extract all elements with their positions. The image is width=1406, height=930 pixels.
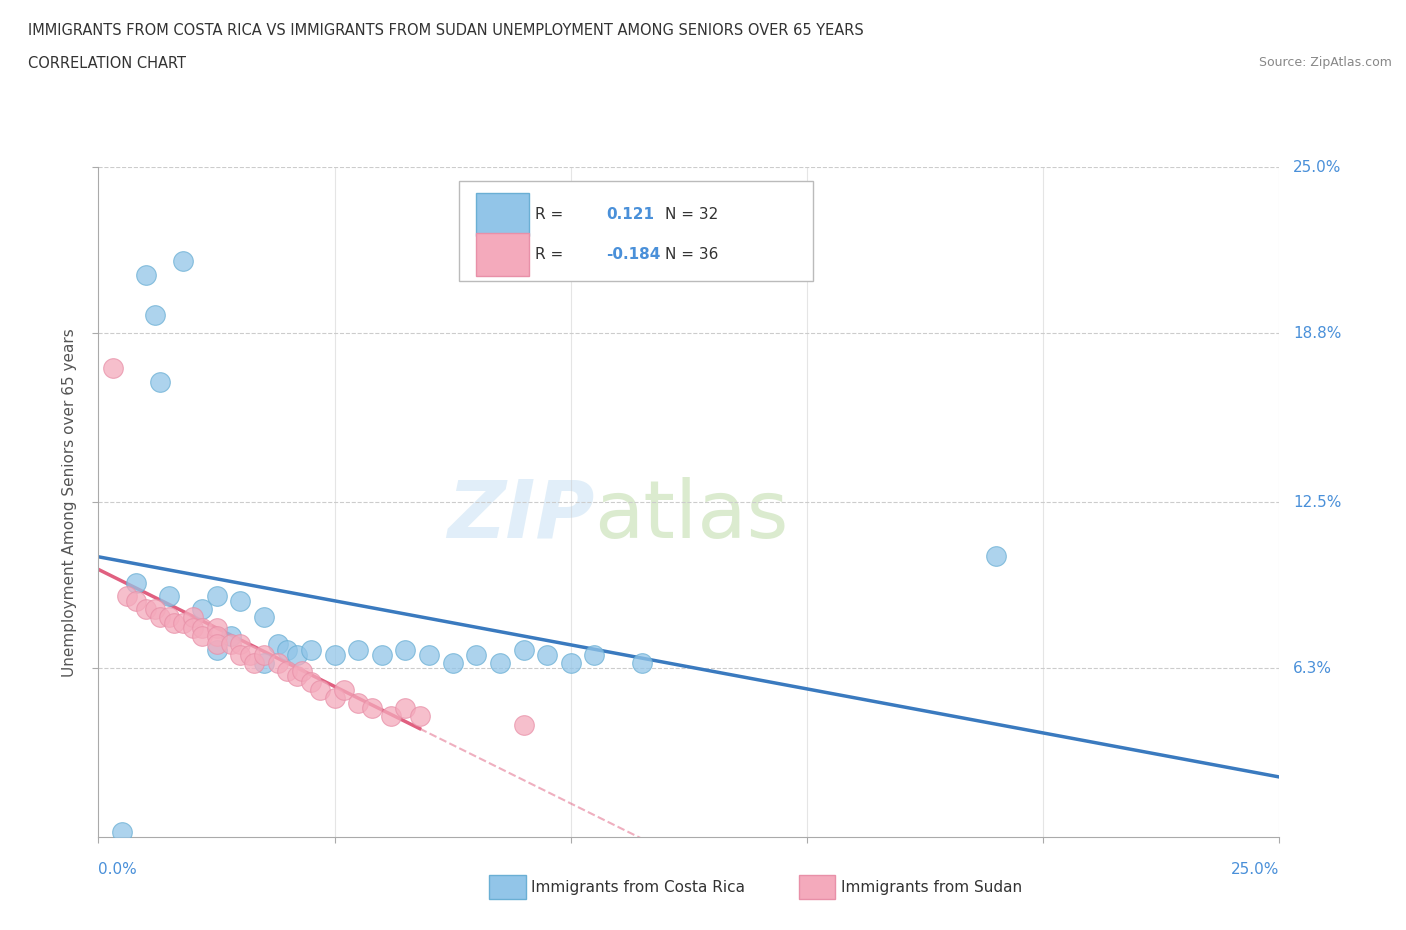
Point <box>536 647 558 662</box>
Point <box>253 610 276 625</box>
Text: CORRELATION CHART: CORRELATION CHART <box>28 56 186 71</box>
Text: 12.5%: 12.5% <box>1294 495 1341 510</box>
Text: 18.8%: 18.8% <box>1294 326 1341 341</box>
Point <box>229 647 252 662</box>
Point <box>347 696 370 711</box>
Text: R =: R = <box>536 247 568 262</box>
Point <box>149 374 172 389</box>
Point <box>101 361 124 376</box>
FancyBboxPatch shape <box>477 232 530 276</box>
Point <box>267 637 290 652</box>
Point <box>172 254 194 269</box>
Point <box>239 647 262 662</box>
Point <box>143 602 166 617</box>
Point <box>418 647 440 662</box>
Point <box>115 589 138 604</box>
Point <box>191 620 214 635</box>
Point <box>394 642 416 657</box>
Text: -0.184: -0.184 <box>606 247 661 262</box>
Point <box>394 701 416 716</box>
Point <box>229 637 252 652</box>
Point <box>560 656 582 671</box>
Text: IMMIGRANTS FROM COSTA RICA VS IMMIGRANTS FROM SUDAN UNEMPLOYMENT AMONG SENIORS O: IMMIGRANTS FROM COSTA RICA VS IMMIGRANTS… <box>28 23 863 38</box>
Point <box>285 647 308 662</box>
Point <box>243 656 266 671</box>
Y-axis label: Unemployment Among Seniors over 65 years: Unemployment Among Seniors over 65 years <box>62 328 77 677</box>
Point <box>380 709 402 724</box>
FancyBboxPatch shape <box>458 180 813 281</box>
Point <box>229 594 252 609</box>
Point <box>205 642 228 657</box>
Text: N = 32: N = 32 <box>665 206 718 221</box>
FancyBboxPatch shape <box>477 193 530 236</box>
Point <box>512 717 534 732</box>
Point <box>143 307 166 322</box>
Point <box>276 663 298 678</box>
Text: atlas: atlas <box>595 476 789 554</box>
Point <box>181 610 204 625</box>
Point <box>299 674 322 689</box>
Point <box>205 629 228 644</box>
Text: 25.0%: 25.0% <box>1294 160 1341 175</box>
Point <box>191 602 214 617</box>
Point <box>181 620 204 635</box>
Text: 0.121: 0.121 <box>606 206 654 221</box>
Point <box>125 594 148 609</box>
Point <box>253 656 276 671</box>
Text: Source: ZipAtlas.com: Source: ZipAtlas.com <box>1258 56 1392 69</box>
Point <box>630 656 652 671</box>
Point <box>205 637 228 652</box>
Text: ZIP: ZIP <box>447 476 595 554</box>
Point <box>290 663 312 678</box>
Point <box>205 620 228 635</box>
Point <box>172 616 194 631</box>
Point <box>125 575 148 590</box>
Point <box>371 647 394 662</box>
Point <box>309 683 332 698</box>
Point <box>135 267 157 282</box>
Point <box>253 647 276 662</box>
Point <box>285 669 308 684</box>
Point <box>157 610 180 625</box>
Point <box>299 642 322 657</box>
Point <box>441 656 464 671</box>
Point <box>361 701 384 716</box>
Point <box>323 647 346 662</box>
Text: R =: R = <box>536 206 568 221</box>
Point <box>205 589 228 604</box>
Point <box>333 683 356 698</box>
Point <box>163 616 186 631</box>
Point <box>465 647 488 662</box>
Point <box>347 642 370 657</box>
Point <box>984 549 1007 564</box>
Point <box>276 642 298 657</box>
Point <box>267 656 290 671</box>
Point <box>512 642 534 657</box>
Point <box>111 824 134 839</box>
Text: Immigrants from Costa Rica: Immigrants from Costa Rica <box>531 880 745 895</box>
Text: 0.0%: 0.0% <box>98 862 138 877</box>
Point <box>157 589 180 604</box>
Text: Immigrants from Sudan: Immigrants from Sudan <box>841 880 1022 895</box>
Point <box>135 602 157 617</box>
Point <box>408 709 430 724</box>
Point <box>219 629 242 644</box>
Point <box>489 656 512 671</box>
Point <box>191 629 214 644</box>
Text: 25.0%: 25.0% <box>1232 862 1279 877</box>
Text: N = 36: N = 36 <box>665 247 718 262</box>
Point <box>323 690 346 705</box>
Point <box>149 610 172 625</box>
Point <box>219 637 242 652</box>
Point <box>583 647 606 662</box>
Text: 6.3%: 6.3% <box>1294 660 1333 676</box>
